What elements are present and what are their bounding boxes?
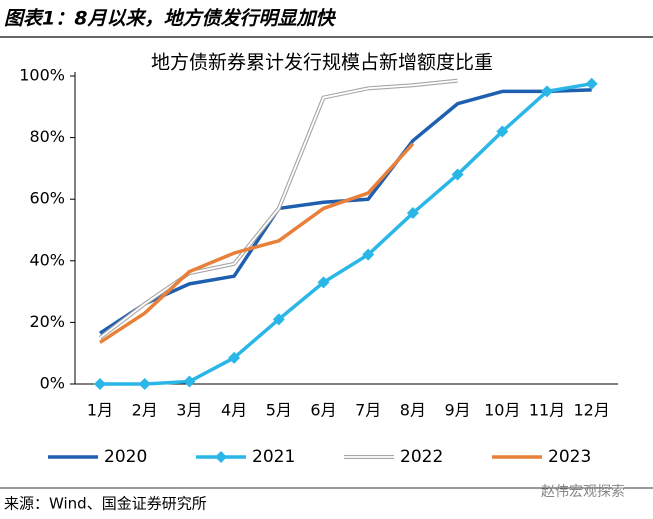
page-title: 图表1：8月以来，地方债发行明显加快	[4, 8, 336, 30]
legend-marker	[215, 451, 227, 463]
x-tick-label: 4月	[221, 401, 247, 420]
x-tick-label: 11月	[529, 401, 565, 420]
x-tick-label: 2月	[132, 401, 158, 420]
series-marker	[138, 378, 151, 390]
series-marker	[451, 168, 464, 181]
x-tick-label: 5月	[266, 401, 292, 420]
series-marker	[406, 207, 419, 220]
y-tick-label: 100%	[19, 66, 65, 85]
x-tick-label: 1月	[87, 401, 113, 420]
series-marker	[317, 276, 330, 289]
series-line	[99, 142, 415, 344]
x-tick-label: 6月	[310, 401, 336, 420]
x-tick-label: 12月	[574, 401, 610, 420]
y-tick-label: 20%	[29, 312, 65, 331]
legend-label: 2020	[104, 447, 147, 467]
series-marker	[183, 375, 196, 388]
legend-label: 2021	[252, 447, 295, 467]
source: 来源：Wind、国金证券研究所	[4, 495, 207, 513]
y-tick-label: 0%	[40, 374, 65, 393]
legend-label: 2022	[400, 447, 443, 467]
y-tick-label: 80%	[29, 127, 65, 146]
watermark: 赵伟宏观探索	[541, 483, 625, 500]
x-tick-label: 10月	[484, 401, 520, 420]
x-tick-label: 8月	[400, 401, 426, 420]
x-tick-label: 7月	[355, 401, 381, 420]
series-marker	[94, 378, 106, 390]
y-tick-label: 40%	[29, 250, 65, 269]
chart-title: 地方债新券累计发行规模占新增额度比重	[151, 51, 493, 73]
series-marker	[541, 85, 553, 98]
x-tick-label: 3月	[176, 401, 202, 420]
series-line	[100, 81, 592, 386]
series-marker	[228, 351, 241, 364]
x-tick-label: 9月	[445, 401, 471, 420]
legend-label: 2023	[548, 447, 591, 467]
series-marker	[272, 313, 285, 326]
series-line-inner	[99, 79, 458, 339]
series-marker	[585, 77, 598, 90]
y-tick-label: 60%	[29, 189, 65, 208]
series-marker	[362, 248, 375, 261]
series-marker	[496, 125, 509, 138]
